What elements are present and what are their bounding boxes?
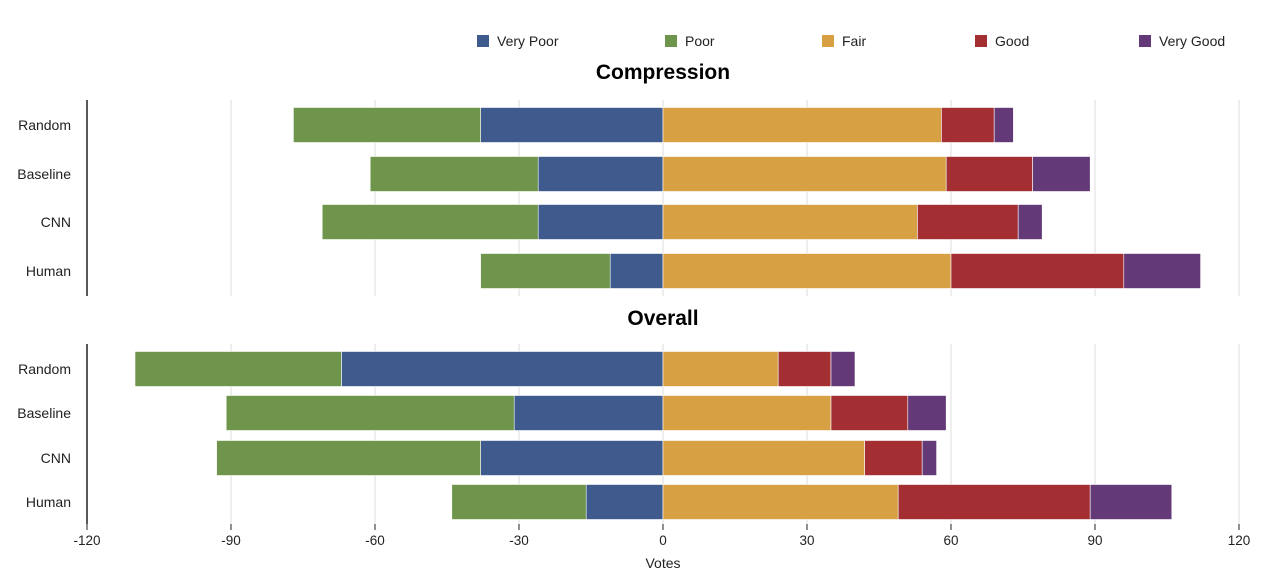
bar-overall-human-good bbox=[897, 484, 1091, 520]
x-tick-label-30: -30 bbox=[509, 533, 529, 548]
bar-overall-cnn-very-good bbox=[921, 440, 937, 476]
bar-compression-cnn-very-good bbox=[1017, 204, 1043, 240]
bar-overall-baseline-very-good bbox=[907, 395, 947, 431]
bar-overall-cnn-good bbox=[864, 440, 923, 476]
legend-label-very-poor: Very Poor bbox=[497, 33, 559, 49]
bar-compression-cnn-good bbox=[917, 204, 1019, 240]
bar-compression-random-very-good bbox=[993, 107, 1014, 143]
bar-compression-random-good bbox=[941, 107, 995, 143]
bar-compression-baseline-very-good bbox=[1032, 156, 1091, 192]
bar-overall-random-very-good bbox=[830, 351, 856, 387]
bar-compression-baseline-fair bbox=[662, 156, 947, 192]
legend-swatch-poor bbox=[665, 35, 677, 47]
x-tick-label-60: 60 bbox=[943, 533, 958, 548]
bar-compression-human-good bbox=[950, 253, 1125, 289]
x-axis: -120 -90 -60 -30 0 30 60 90 120 Votes bbox=[73, 524, 1250, 571]
bar-compression-random-poor bbox=[293, 107, 481, 143]
bar-compression-cnn-very-poor bbox=[537, 204, 664, 240]
category-label-overall-cnn: CNN bbox=[41, 450, 71, 466]
bar-overall-random-poor bbox=[134, 351, 342, 387]
bar-compression-random-very-poor bbox=[480, 107, 664, 143]
bar-overall-baseline-poor bbox=[225, 395, 515, 431]
bar-overall-baseline-very-poor bbox=[513, 395, 664, 431]
bar-compression-human-very-poor bbox=[609, 253, 664, 289]
legend-swatch-very-good bbox=[1139, 35, 1151, 47]
bar-compression-random-fair bbox=[662, 107, 942, 143]
legend-label-fair: Fair bbox=[842, 33, 866, 49]
category-label-overall-human: Human bbox=[26, 494, 71, 510]
bar-overall-cnn-fair bbox=[662, 440, 865, 476]
category-label-overall-random: Random bbox=[18, 361, 71, 377]
bar-compression-human-poor bbox=[480, 253, 611, 289]
x-tick-label-60: -60 bbox=[365, 533, 385, 548]
category-label-compression-baseline: Baseline bbox=[17, 166, 71, 182]
bar-overall-human-very-good bbox=[1089, 484, 1173, 520]
bar-overall-human-poor bbox=[451, 484, 587, 520]
legend-label-poor: Poor bbox=[685, 33, 715, 49]
chart-panels: CompressionRandomBaselineCNNHumanOverall… bbox=[17, 61, 1240, 524]
legend-label-good: Good bbox=[995, 33, 1029, 49]
panel-compression: Compression Random Baseline CNN Human bbox=[17, 61, 1240, 296]
panel-overall: Overall Random Baseline CNN Human bbox=[17, 307, 1240, 524]
bar-compression-cnn-fair bbox=[662, 204, 918, 240]
bar-overall-random-fair bbox=[662, 351, 779, 387]
bar-compression-baseline-very-poor bbox=[537, 156, 664, 192]
x-tick-label-0: 0 bbox=[659, 533, 667, 548]
x-tick-label-30: 30 bbox=[799, 533, 814, 548]
bar-overall-cnn-poor bbox=[216, 440, 481, 476]
bar-compression-human-fair bbox=[662, 253, 952, 289]
x-tick-label-120: -120 bbox=[73, 533, 100, 548]
bar-overall-cnn-very-poor bbox=[480, 440, 664, 476]
legend-swatch-fair bbox=[822, 35, 834, 47]
bar-overall-baseline-good bbox=[830, 395, 909, 431]
bar-overall-random-very-poor bbox=[341, 351, 664, 387]
category-label-compression-cnn: CNN bbox=[41, 214, 71, 230]
category-label-compression-human: Human bbox=[26, 263, 71, 279]
bar-compression-human-very-good bbox=[1123, 253, 1201, 289]
bar-compression-cnn-poor bbox=[321, 204, 539, 240]
category-label-compression-random: Random bbox=[18, 117, 71, 133]
legend-label-very-good: Very Good bbox=[1159, 33, 1225, 49]
legend-swatch-very-poor bbox=[477, 35, 489, 47]
panel-title-compression: Compression bbox=[596, 61, 730, 84]
x-tick-label-90: 90 bbox=[1087, 533, 1102, 548]
x-tick-label-90: -90 bbox=[221, 533, 241, 548]
x-axis-label: Votes bbox=[645, 555, 680, 571]
category-label-overall-baseline: Baseline bbox=[17, 405, 71, 421]
legend: Very Poor Poor Fair Good Very Good bbox=[477, 33, 1225, 49]
bar-compression-baseline-poor bbox=[369, 156, 539, 192]
bar-overall-human-fair bbox=[662, 484, 899, 520]
bar-overall-random-good bbox=[777, 351, 832, 387]
bar-overall-human-very-poor bbox=[585, 484, 664, 520]
panel-title-overall: Overall bbox=[627, 307, 698, 330]
bar-compression-baseline-good bbox=[945, 156, 1033, 192]
bar-overall-baseline-fair bbox=[662, 395, 832, 431]
legend-swatch-good bbox=[975, 35, 987, 47]
x-tick-label-120: 120 bbox=[1228, 533, 1251, 548]
